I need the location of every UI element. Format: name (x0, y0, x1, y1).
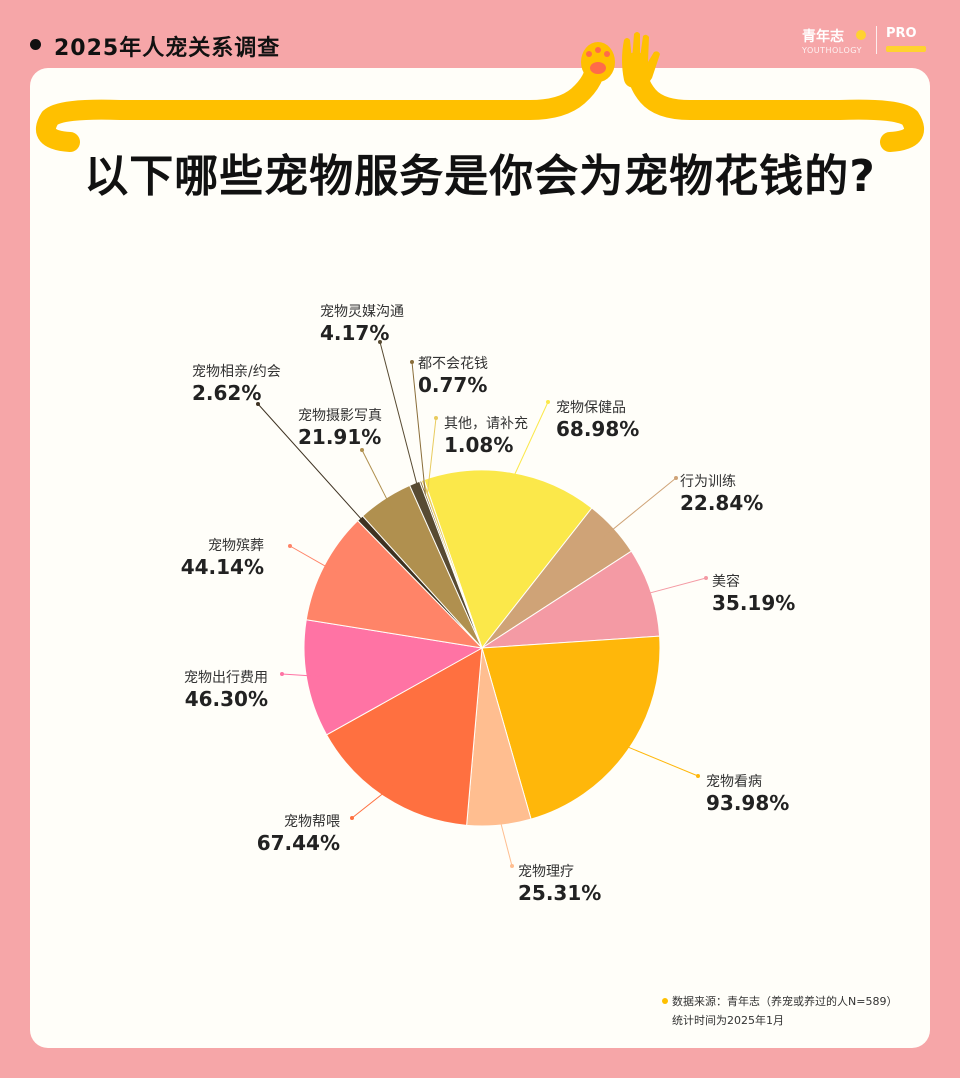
leader-line (602, 477, 677, 538)
leader-dot-icon (434, 416, 438, 420)
slice-label-name: 宠物摄影写真 (298, 408, 382, 424)
slice-label-name: 宠物灵媒沟通 (320, 304, 404, 320)
pie-slices (303, 469, 661, 827)
pie-slice (303, 619, 484, 736)
leader-dot-icon (350, 816, 354, 820)
slice-label-value: 68.98% (556, 417, 639, 441)
pie-slice (325, 647, 483, 826)
leader-line (508, 401, 549, 487)
leader-line (615, 741, 699, 777)
slice-label-name: 宠物保健品 (556, 400, 626, 416)
pie-slice (481, 635, 661, 820)
slice-label-value: 67.44% (257, 831, 340, 855)
leader-line (361, 449, 394, 511)
slice-label-name: 宠物殡葬 (208, 538, 264, 554)
footnote-bullet-icon (662, 998, 668, 1004)
survey-time: 统计时间为2025年1月 (672, 1014, 784, 1027)
leader-dot-icon (378, 340, 382, 344)
leader-line (637, 577, 707, 597)
leader-dot-icon (704, 576, 708, 580)
slice-label-value: 93.98% (706, 791, 789, 815)
pie-slice (480, 550, 661, 649)
right-arm-icon (626, 52, 924, 152)
slice-label-value: 22.84% (680, 491, 763, 515)
leader-dot-icon (360, 448, 364, 452)
slice-label-name: 都不会花钱 (418, 356, 488, 372)
pie-slice (423, 469, 593, 650)
leader-dot-icon (546, 400, 550, 404)
footnote: 数据来源：青年志（养宠或养过的人N=589） 统计时间为2025年1月 (662, 992, 898, 1030)
high-five-decoration (36, 32, 924, 152)
slice-label-name: 宠物理疗 (518, 864, 574, 880)
slice-label-value: 4.17% (320, 321, 389, 345)
bullet-icon (30, 39, 41, 50)
slice-label-name: 美容 (712, 573, 740, 590)
logo-name: 青年志 (802, 29, 844, 45)
leader-dot-icon (256, 402, 260, 406)
slice-label-value: 35.19% (712, 591, 795, 615)
pie-slice (305, 519, 484, 649)
leader-dot-icon (288, 544, 292, 548)
survey-title: 2025年人宠关系调查 (54, 36, 281, 61)
leader-dot-icon (696, 774, 700, 778)
leader-line (497, 810, 513, 867)
slice-label-value: 25.31% (518, 881, 601, 905)
slice-label-value: 0.77% (418, 373, 487, 397)
logo-pro-bar (886, 46, 926, 52)
slice-label-name: 宠物出行费用 (184, 670, 268, 686)
leader-line (379, 341, 421, 497)
leader-dot-icon (510, 864, 514, 868)
slice-label-value: 44.14% (181, 555, 264, 579)
slice-label-name: 宠物看病 (706, 774, 762, 790)
leader-dot-icon (280, 672, 284, 676)
slice-label-value: 46.30% (185, 687, 268, 711)
brand-logo: 青年志 YOUTHOLOGY PRO (802, 24, 932, 64)
leader-line (281, 673, 321, 677)
paw-icon (581, 42, 615, 82)
slice-label-name: 宠物相亲/约会 (192, 364, 281, 380)
data-source: 数据来源：青年志（养宠或养过的人N=589） (672, 995, 898, 1008)
logo-dot-icon (856, 30, 866, 40)
left-arm-icon (36, 52, 606, 152)
slice-label-name: 宠物帮喂 (284, 814, 340, 830)
leader-dot-icon (674, 476, 678, 480)
slice-label-name: 行为训练 (680, 474, 736, 490)
leader-dot-icon (410, 360, 414, 364)
leader-line (427, 417, 437, 494)
slice-label-name: 其他，请补充 (444, 416, 528, 432)
leader-lines (256, 340, 708, 868)
hand-icon (622, 32, 660, 88)
logo-divider (876, 26, 877, 54)
slice-label-value: 21.91% (298, 425, 381, 449)
header: 2025年人宠关系调查 青年志 YOUTHOLOGY PRO (0, 0, 960, 68)
slice-label-value: 2.62% (192, 381, 261, 405)
slice-label-value: 1.08% (444, 433, 513, 457)
leader-line (289, 545, 337, 574)
leader-line (411, 361, 426, 495)
logo-subtitle: YOUTHOLOGY (802, 46, 862, 55)
logo-pro: PRO (886, 26, 917, 41)
chart-title: 以下哪些宠物服务是你会为宠物花钱的? (84, 151, 876, 202)
leader-line (257, 403, 371, 530)
leader-line (351, 785, 394, 819)
